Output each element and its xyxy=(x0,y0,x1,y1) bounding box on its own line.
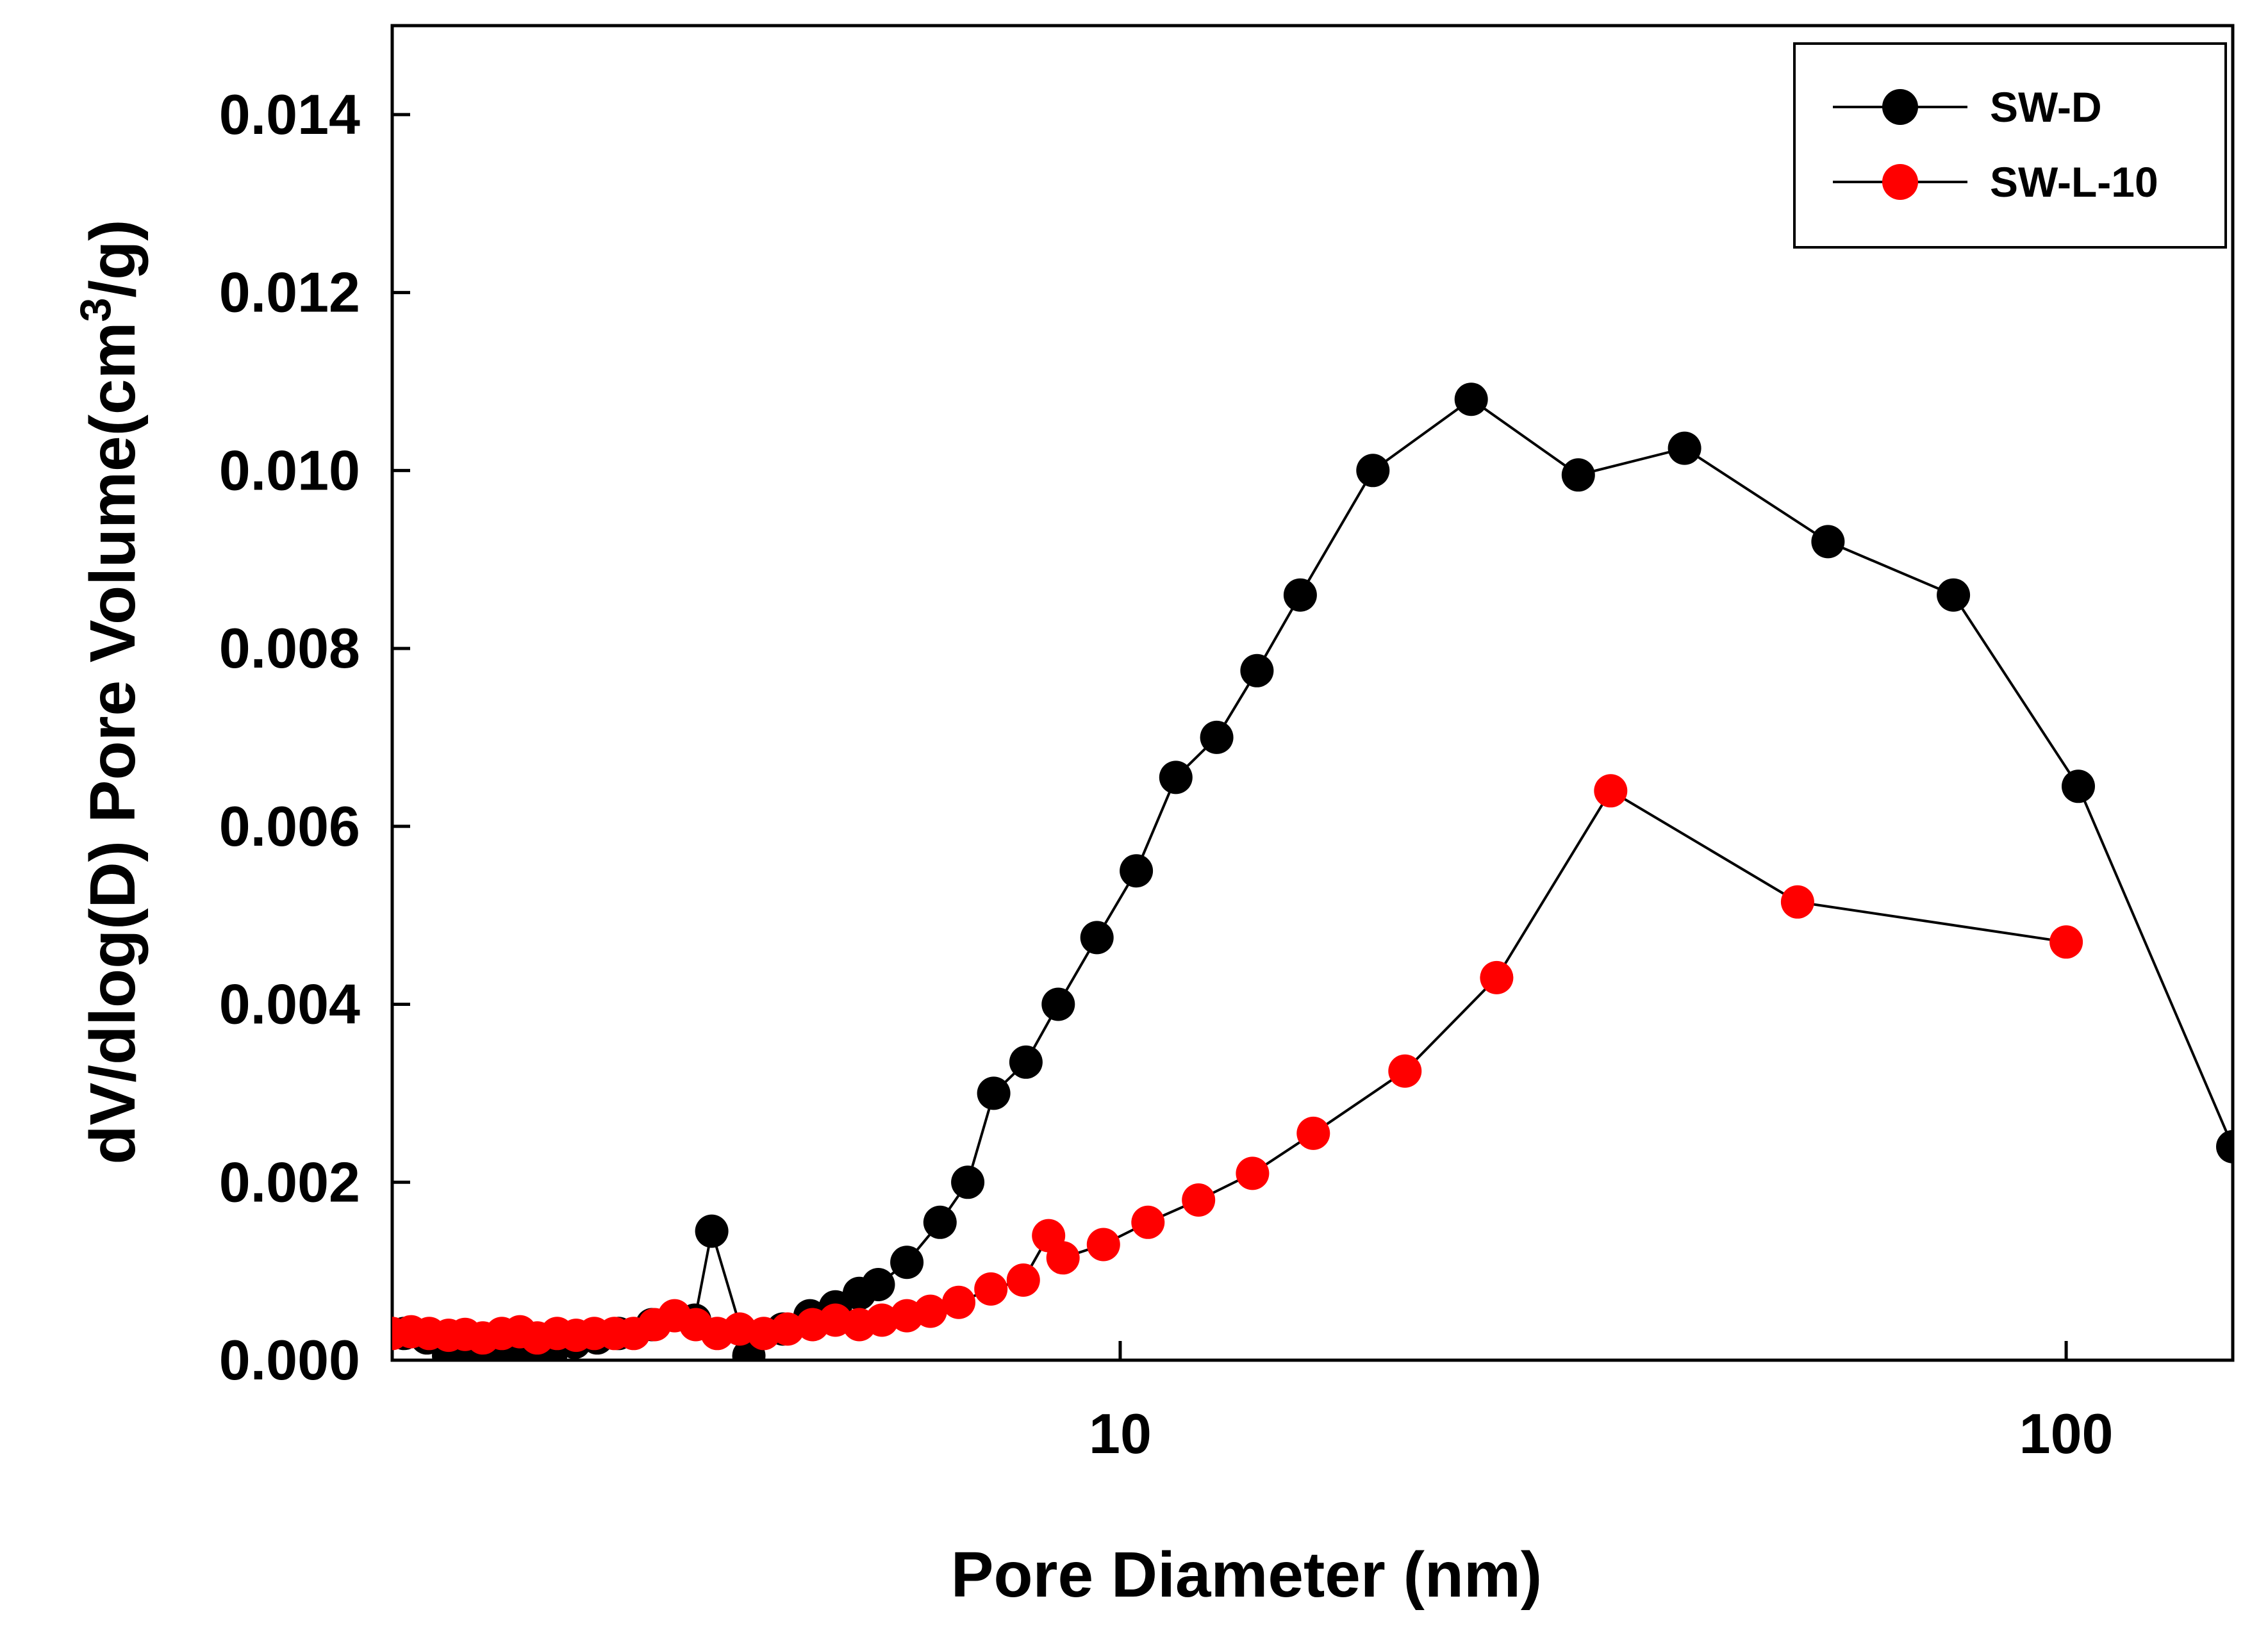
data-point-sw-l-10 xyxy=(865,1303,899,1337)
x-axis-title: Pore Diameter (nm) xyxy=(951,1539,1542,1611)
y-tick-label: 0.012 xyxy=(219,261,360,324)
y-axis: 0.000 0.002 0.004 0.006 0.008 0.010 0.012 0.014 xyxy=(219,83,410,1392)
series-layer xyxy=(392,382,2233,1360)
y-tick-label: 0.004 xyxy=(219,973,360,1036)
data-point-sw-d xyxy=(1356,454,1390,488)
y-axis-title-tail: /g) xyxy=(77,220,149,298)
series-line-sw-d xyxy=(404,397,2233,1360)
data-point-sw-d xyxy=(1811,525,1845,559)
data-point-sw-l-10 xyxy=(1780,885,1814,919)
y-tick-label: 0.006 xyxy=(219,794,360,858)
data-point-sw-l-10 xyxy=(974,1272,1008,1306)
x-tick-label: 100 xyxy=(2019,1402,2114,1465)
data-point-sw-d xyxy=(1120,854,1154,888)
data-point-sw-l-10 xyxy=(1086,1228,1120,1262)
data-point-sw-l-10 xyxy=(2049,925,2083,959)
y-tick-label: 0.014 xyxy=(219,83,360,146)
data-point-sw-d xyxy=(1561,458,1595,492)
data-point-sw-l-10 xyxy=(1046,1241,1080,1275)
data-point-sw-d xyxy=(2062,769,2095,803)
plot-frame xyxy=(390,24,2235,1362)
data-point-sw-d xyxy=(1200,720,1234,754)
data-point-sw-l-10 xyxy=(1594,774,1628,808)
data-point-sw-l-10 xyxy=(770,1312,804,1346)
x-tick-label: 10 xyxy=(1089,1402,1152,1465)
data-point-sw-d xyxy=(1159,761,1193,794)
data-point-sw-l-10 xyxy=(1236,1156,1270,1190)
data-point-sw-d xyxy=(1240,654,1274,687)
data-point-sw-l-10 xyxy=(942,1285,975,1319)
data-point-sw-d xyxy=(2216,1130,2233,1163)
legend-box xyxy=(1793,42,2227,249)
y-tick-label: 0.000 xyxy=(219,1328,360,1392)
data-point-sw-d xyxy=(1283,578,1317,612)
legend-marker-sw-l-10 xyxy=(1882,164,1918,200)
legend-label-sw-d: SW-D xyxy=(1990,83,2102,131)
legend-marker-sw-d xyxy=(1882,89,1918,125)
data-point-sw-l-10 xyxy=(1182,1183,1216,1217)
y-axis-title-superscript: 3 xyxy=(71,298,120,322)
data-point-sw-l-10 xyxy=(1006,1263,1040,1297)
x-axis: 10 100 xyxy=(1089,1341,2113,1465)
legend: SW-D SW-L-10 xyxy=(1793,42,2227,249)
series-line-sw-l-10 xyxy=(392,789,2067,1340)
data-point-sw-d xyxy=(1454,382,1488,416)
data-point-sw-d xyxy=(1009,1045,1043,1079)
data-point-sw-d xyxy=(861,1268,895,1301)
data-point-sw-l-10 xyxy=(1131,1205,1165,1239)
y-tick-label: 0.002 xyxy=(219,1150,360,1213)
y-axis-title: dV/dlog(D) Pore Volume(cm3/g) xyxy=(71,220,149,1165)
y-tick-label: 0.008 xyxy=(219,616,360,680)
data-point-sw-d xyxy=(1937,578,1971,612)
data-point-sw-d xyxy=(1668,431,1701,465)
data-point-sw-l-10 xyxy=(1480,960,1514,994)
legend-label-sw-l-10: SW-L-10 xyxy=(1990,158,2158,206)
data-point-sw-l-10 xyxy=(1296,1116,1330,1150)
data-point-sw-d xyxy=(951,1165,985,1199)
data-point-sw-d xyxy=(977,1076,1011,1110)
y-axis-title-main: dV/dlog(D) Pore Volume(cm xyxy=(77,322,149,1165)
data-point-sw-d xyxy=(695,1214,729,1248)
data-point-sw-l-10 xyxy=(913,1294,947,1328)
data-point-sw-l-10 xyxy=(1388,1054,1422,1088)
data-point-sw-d xyxy=(1041,987,1075,1021)
y-tick-label: 0.010 xyxy=(219,438,360,502)
data-point-sw-d xyxy=(890,1246,924,1279)
data-point-sw-d xyxy=(923,1205,957,1239)
data-point-sw-d xyxy=(1080,921,1114,955)
